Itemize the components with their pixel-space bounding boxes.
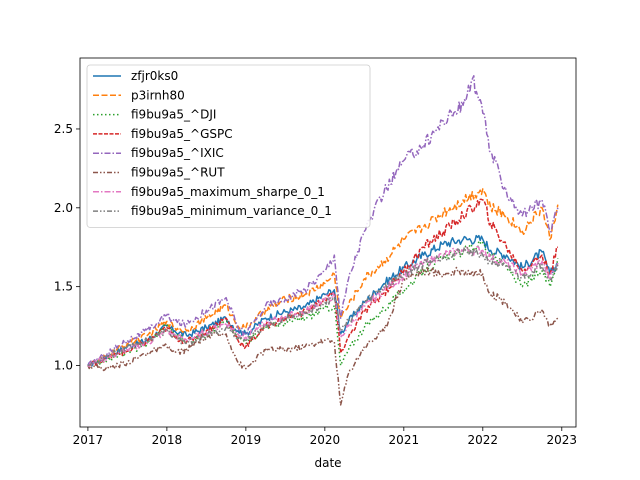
x-tick-label: 2020	[310, 433, 341, 447]
legend-label: fi9bu9a5_^DJI	[131, 108, 216, 122]
series-line	[87, 240, 559, 367]
series-line	[87, 198, 558, 367]
y-tick-label: 2.5	[54, 122, 73, 136]
series-line	[87, 245, 559, 368]
legend-label: fi9bu9a5_^RUT	[131, 166, 225, 180]
legend-label: fi9bu9a5_maximum_sharpe_0_1	[131, 185, 325, 199]
plot-frame	[79, 57, 577, 428]
series-line	[87, 246, 559, 367]
y-axis: 1.0 1.5 2.0 2.5	[54, 122, 80, 373]
y-tick-label: 1.5	[54, 280, 73, 294]
x-tick-label: 2017	[73, 433, 104, 447]
legend-label: zfjr0ks0	[131, 69, 178, 83]
y-tick-label: 1.0	[54, 359, 73, 373]
x-tick-label: 2019	[231, 433, 262, 447]
x-tick-label: 2023	[547, 433, 578, 447]
legend-label: p3irnh80	[131, 88, 185, 102]
series-layer	[87, 75, 559, 406]
y-tick-label: 2.0	[54, 201, 73, 215]
x-axis-label: date	[314, 456, 341, 470]
legend: zfjr0ks0 p3irnh80 fi9bu9a5_^DJI fi9bu9a5_^G…	[86, 64, 371, 228]
x-tick-label: 2022	[468, 433, 499, 447]
x-axis: 2017 2018 2019 2020 2021 2022 2023	[73, 427, 577, 447]
series-line	[87, 234, 559, 367]
x-tick-label: 2021	[389, 433, 420, 447]
legend-label: fi9bu9a5_minimum_variance_0_1	[131, 204, 332, 218]
legend-box	[86, 64, 371, 228]
legend-label: fi9bu9a5_^IXIC	[131, 146, 224, 160]
series-line	[87, 75, 559, 366]
series-line	[87, 188, 559, 368]
x-tick-label: 2018	[152, 433, 183, 447]
legend-label: fi9bu9a5_^GSPC	[131, 127, 233, 141]
